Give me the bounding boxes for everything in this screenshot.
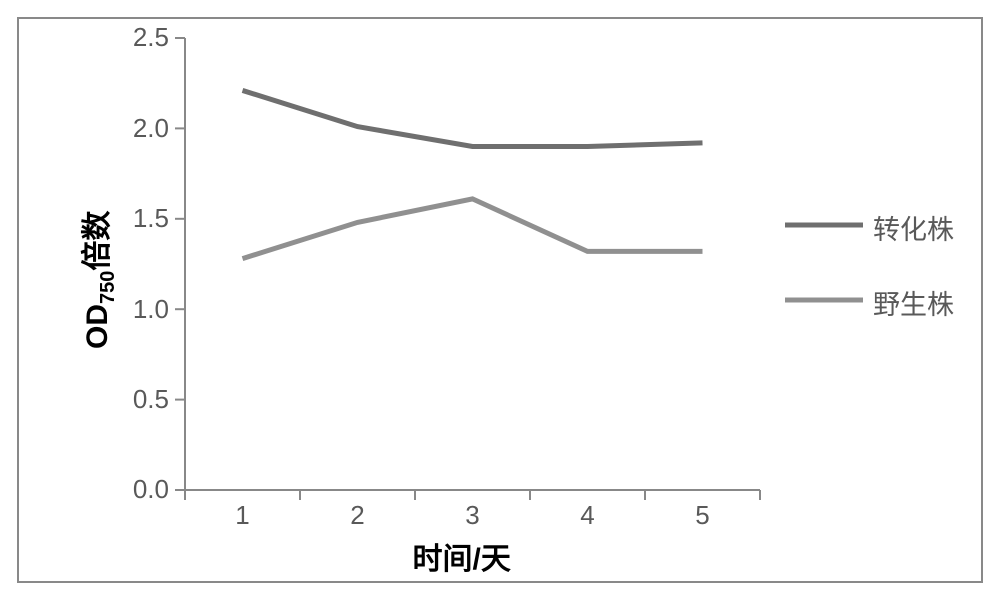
y-axis-title: OD750倍数 bbox=[72, 211, 120, 349]
x-tick-label: 5 bbox=[683, 500, 723, 531]
series-line-transformed bbox=[243, 90, 703, 146]
y-tick-label: 2.0 bbox=[109, 113, 169, 144]
y-tick-label: 2.5 bbox=[109, 22, 169, 53]
x-axis-title: 时间/天 bbox=[413, 534, 511, 578]
x-tick-label: 2 bbox=[338, 500, 378, 531]
legend-label-transformed: 转化株 bbox=[873, 208, 954, 247]
y-tick-label: 0.0 bbox=[109, 474, 169, 505]
series-line-wild bbox=[243, 199, 703, 259]
x-tick-label: 1 bbox=[223, 500, 263, 531]
x-tick-label: 4 bbox=[568, 500, 608, 531]
x-tick-label: 3 bbox=[453, 500, 493, 531]
legend-label-wild: 野生株 bbox=[873, 283, 954, 322]
y-tick-label: 0.5 bbox=[109, 384, 169, 415]
